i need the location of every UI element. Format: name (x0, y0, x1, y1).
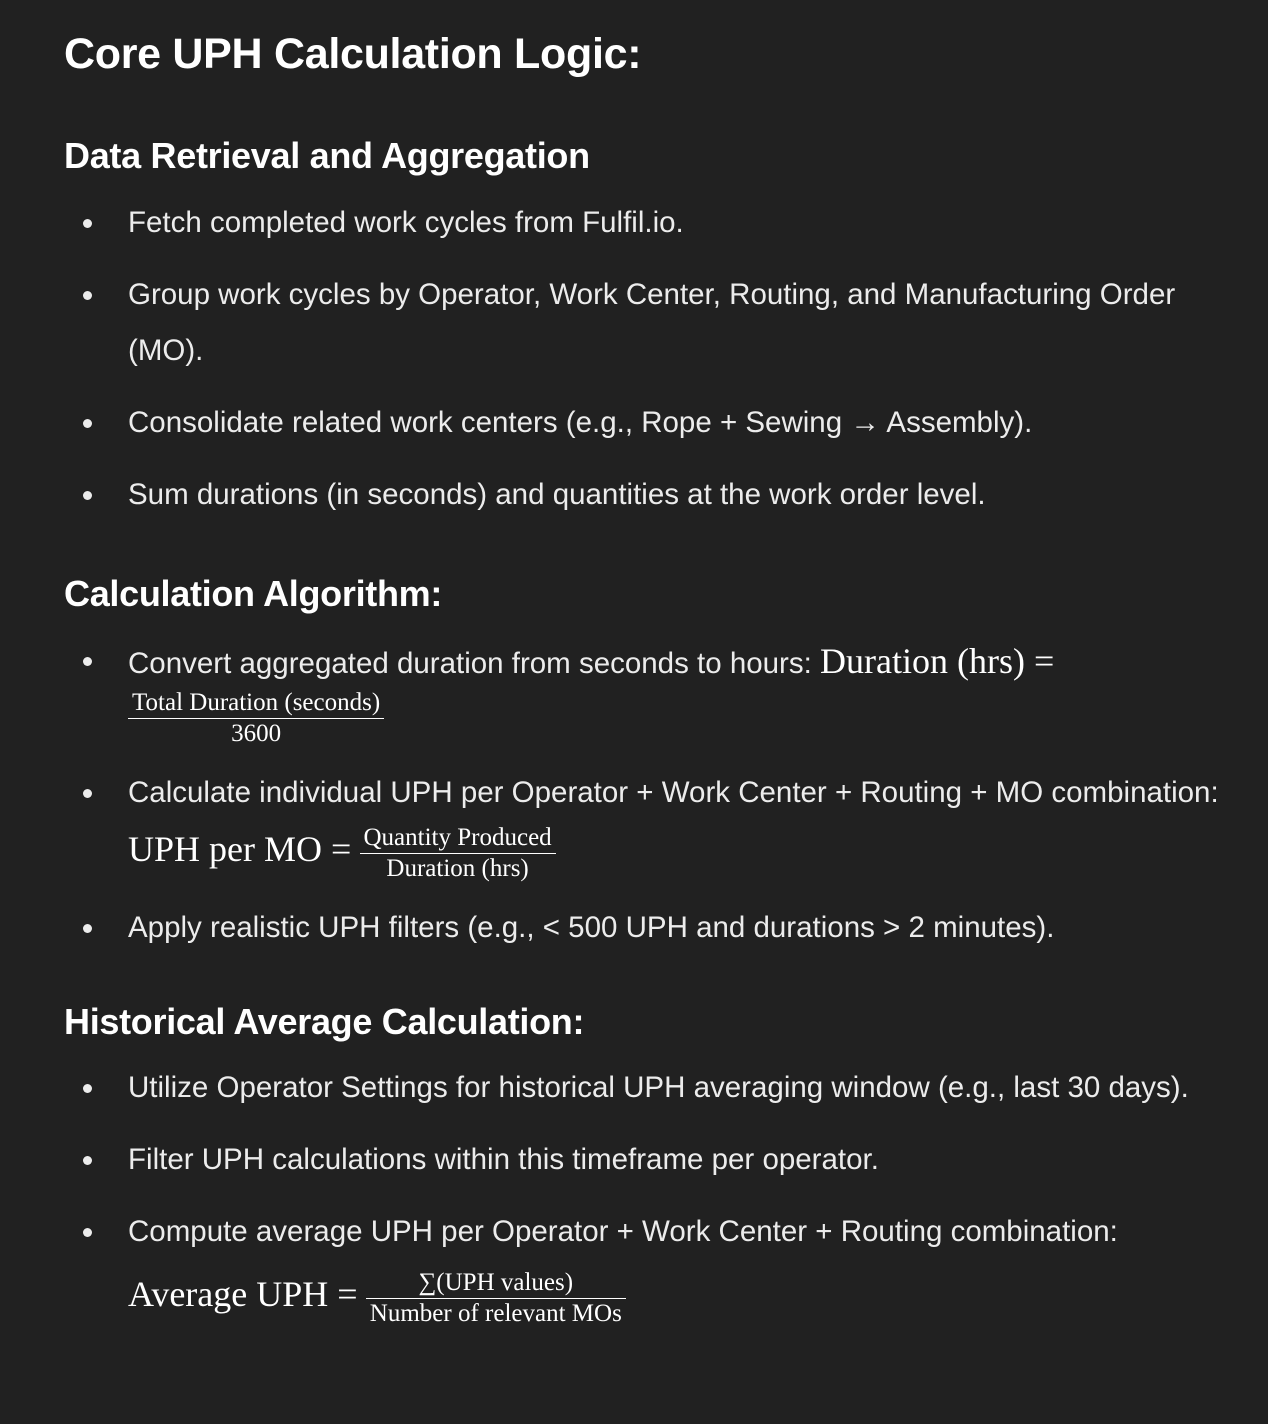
equation-lhs: Average UPH = (128, 1274, 358, 1314)
calculation-algorithm-list: Convert aggregated duration from seconds… (64, 633, 1234, 972)
fraction-numerator: Quantity Produced (359, 823, 556, 854)
section-heading-data-retrieval: Data Retrieval and Aggregation (64, 135, 590, 176)
fraction-numerator: Total Duration (seconds) (128, 688, 385, 719)
list-item: Fetch completed work cycles from Fulfil.… (64, 195, 1234, 251)
list-item: Utilize Operator Settings for historical… (64, 1060, 1234, 1116)
list-item: Sum durations (in seconds) and quantitie… (64, 467, 1234, 523)
equation-fraction: Quantity Produced Duration (hrs) (359, 823, 556, 884)
fraction-denominator: Duration (hrs) (386, 854, 529, 882)
fraction-denominator: 3600 (231, 720, 282, 747)
page-title: Core UPH Calculation Logic: (64, 30, 642, 78)
list-item: Consolidate related work centers (e.g., … (64, 395, 1234, 451)
list-item: Convert aggregated duration from seconds… (64, 633, 1234, 749)
data-retrieval-list: Fetch completed work cycles from Fulfil.… (64, 195, 1234, 539)
fraction-denominator: Number of relevant MOs (369, 1299, 622, 1327)
list-item: Filter UPH calculations within this time… (64, 1132, 1234, 1188)
historical-average-list: Utilize Operator Settings for historical… (64, 1060, 1234, 1347)
section-heading-historical-average: Historical Average Calculation: (64, 1001, 585, 1042)
equation-line: Average UPH = ∑(UPH values) Number of re… (128, 1260, 1234, 1331)
equation-fraction: Total Duration (seconds) 3600 (128, 688, 385, 749)
list-item: Calculate individual UPH per Operator + … (64, 765, 1234, 884)
equation-fraction: ∑(UPH values) Number of relevant MOs (365, 1268, 626, 1329)
fraction-numerator: ∑(UPH values) (365, 1268, 626, 1299)
list-item-text: Calculate individual UPH per Operator + … (128, 776, 1219, 809)
list-item-text: Convert aggregated duration from seconds… (128, 647, 812, 680)
list-item: Compute average UPH per Operator + Work … (64, 1204, 1234, 1331)
list-item: Apply realistic UPH filters (e.g., < 500… (64, 900, 1234, 956)
section-heading-calculation-algorithm: Calculation Algorithm: (64, 573, 443, 614)
list-item-text: Compute average UPH per Operator + Work … (128, 1215, 1118, 1248)
equation-lhs: Duration (hrs) = (820, 641, 1055, 681)
list-item: Group work cycles by Operator, Work Cent… (64, 267, 1234, 379)
equation-lhs: UPH per MO = (128, 829, 352, 869)
